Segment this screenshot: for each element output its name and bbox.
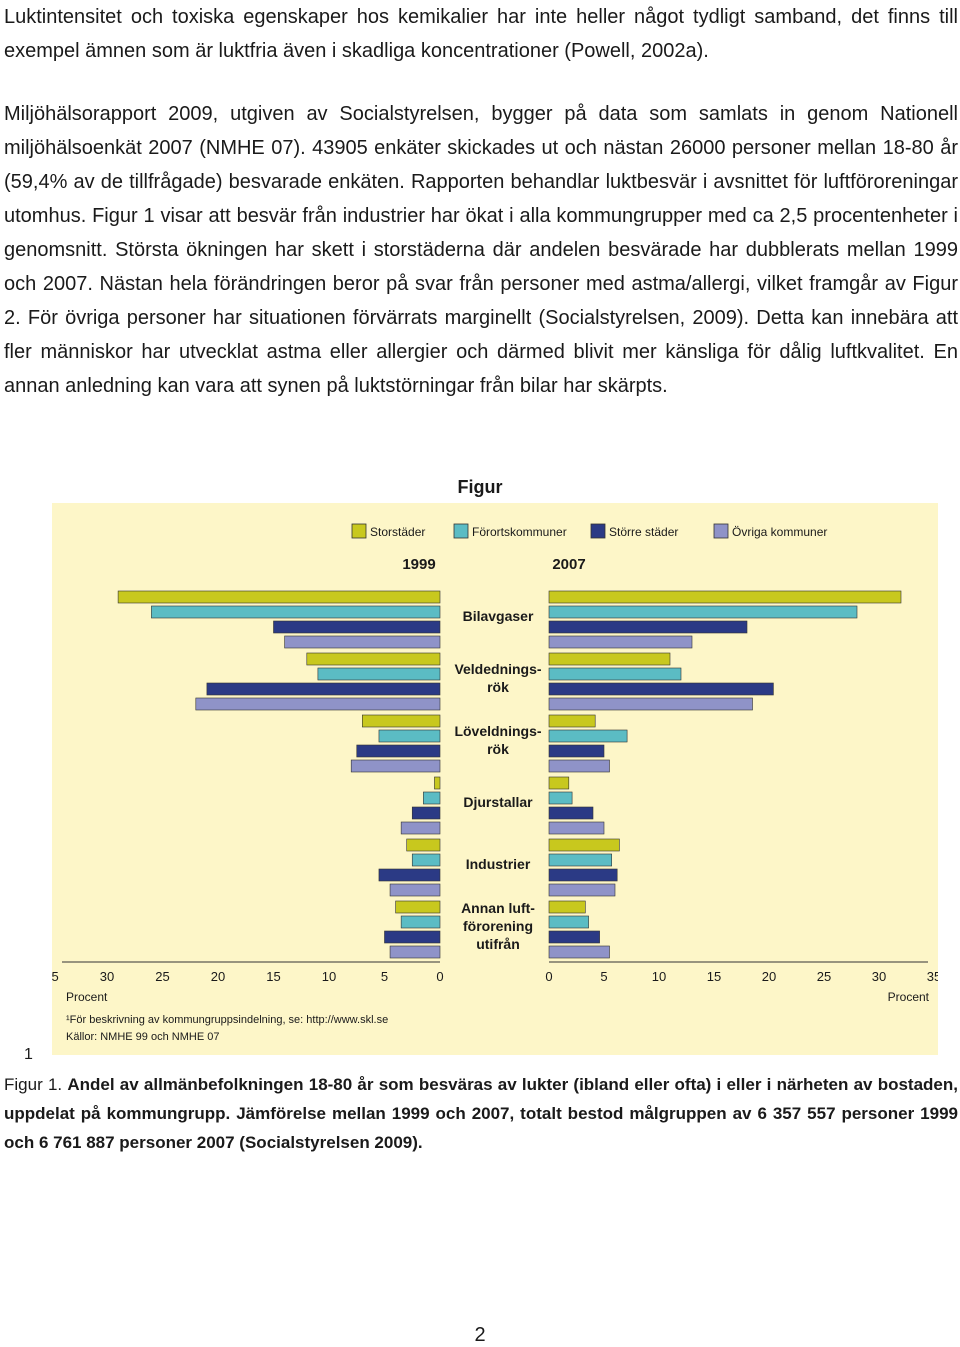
- footnote-marker: 1: [24, 1046, 33, 1063]
- caption-label: Figur 1.: [4, 1075, 63, 1094]
- bar-2007-4-3: [548, 883, 616, 897]
- bar-1999-3-1: [423, 791, 441, 805]
- bar-1999-4-1: [411, 853, 441, 867]
- bar-1999-5-1: [400, 915, 441, 929]
- category-label-3-0: Djurstallar: [463, 794, 533, 810]
- left-tick-2: 25: [155, 969, 169, 984]
- right-tick-3: 15: [707, 969, 721, 984]
- left-tick-7: 0: [436, 969, 443, 984]
- category-label-5-0: Annan luft-: [461, 900, 535, 916]
- bar-2007-0-1: [548, 605, 858, 619]
- legend-label-2: Större städer: [609, 525, 678, 539]
- figure-title: Figur: [457, 477, 503, 497]
- panel-label-2007: 2007: [552, 556, 585, 573]
- figure-chart: Storstäder Förortskommuner Större städer Öv…: [52, 503, 938, 1055]
- bar-1999-1-2: [206, 682, 441, 696]
- bar-1999-0-1: [151, 605, 441, 619]
- category-label-1-0: Veldednings-: [454, 661, 541, 677]
- bar-2007-0-0: [548, 590, 902, 604]
- bar-1999-4-2: [378, 868, 441, 882]
- left-tick-1: 30: [100, 969, 114, 984]
- panel-label-1999: 1999: [402, 556, 435, 573]
- category-label-0-0: Bilavgaser: [463, 608, 534, 624]
- right-tick-7: 35: [927, 969, 938, 984]
- left-tick-5: 10: [322, 969, 336, 984]
- bar-2007-1-3: [548, 697, 753, 711]
- bar-2007-5-0: [548, 900, 586, 914]
- bar-1999-0-0: [117, 590, 441, 604]
- bar-1999-5-2: [384, 930, 441, 944]
- legend-label-1: Förortskommuner: [472, 525, 567, 539]
- chart-note-0: ¹För beskrivning av kommungruppsindelnin…: [66, 1014, 388, 1026]
- bar-2007-0-3: [548, 635, 693, 649]
- bar-1999-4-3: [389, 883, 441, 897]
- bar-2007-0-2: [548, 620, 748, 634]
- left-tick-0: 35: [52, 969, 59, 984]
- bar-2007-5-2: [548, 930, 600, 944]
- right-tick-5: 25: [817, 969, 831, 984]
- left-tick-6: 5: [381, 969, 388, 984]
- legend-swatch-1: [453, 523, 469, 539]
- bar-2007-3-2: [548, 806, 594, 820]
- bar-2007-1-2: [548, 682, 774, 696]
- bar-1999-0-2: [273, 620, 441, 634]
- bar-1999-2-2: [356, 744, 441, 758]
- bar-2007-3-1: [548, 791, 573, 805]
- bar-2007-4-1: [548, 853, 613, 867]
- legend-swatch-3: [713, 523, 729, 539]
- bar-1999-1-0: [306, 652, 441, 666]
- legend-label-3: Övriga kommuner: [732, 525, 827, 539]
- left-tick-4: 15: [266, 969, 280, 984]
- bar-2007-4-0: [548, 838, 620, 852]
- bar-2007-1-0: [548, 652, 671, 666]
- bar-1999-1-3: [195, 697, 441, 711]
- category-label-5-2: utifrån: [476, 936, 520, 952]
- bar-2007-3-0: [548, 776, 570, 790]
- right-tick-1: 5: [600, 969, 607, 984]
- bar-1999-2-1: [378, 729, 441, 743]
- paragraph-2: Miljöhälsorapport 2009, utgiven av Socia…: [4, 103, 958, 397]
- bar-2007-2-2: [548, 744, 605, 758]
- bar-2007-1-1: [548, 667, 682, 681]
- bar-1999-3-2: [411, 806, 441, 820]
- right-axis-unit: Procent: [888, 990, 930, 1004]
- right-tick-2: 10: [652, 969, 666, 984]
- butterfly-bar-chart: Storstäder Förortskommuner Större städer Öv…: [52, 523, 938, 1043]
- bar-1999-5-3: [389, 945, 441, 959]
- right-tick-4: 20: [762, 969, 776, 984]
- legend-swatch-2: [590, 523, 606, 539]
- bar-2007-3-3: [548, 821, 605, 835]
- chart-note-1: Källor: NMHE 99 och NMHE 07: [66, 1031, 219, 1043]
- paragraph-1: Luktintensitet och toxiska egenskaper ho…: [4, 6, 958, 62]
- bar-2007-2-1: [548, 729, 628, 743]
- bar-2007-4-2: [548, 868, 618, 882]
- category-label-2-1: rök: [487, 741, 509, 757]
- bar-1999-2-0: [361, 714, 441, 728]
- caption-text: Andel av allmänbefolkningen 18-80 år som…: [4, 1075, 958, 1152]
- figure-caption: Figur 1. Andel av allmänbefolkningen 18-…: [4, 1070, 958, 1157]
- left-tick-3: 20: [211, 969, 225, 984]
- legend-swatch-0: [351, 523, 367, 539]
- left-axis-unit: Procent: [66, 990, 108, 1004]
- bar-1999-1-1: [317, 667, 441, 681]
- category-label-4-0: Industrier: [466, 856, 531, 872]
- bar-2007-5-3: [548, 945, 610, 959]
- bar-2007-5-1: [548, 915, 589, 929]
- bar-1999-5-0: [395, 900, 441, 914]
- page-number: 2: [474, 1324, 486, 1346]
- bar-1999-3-3: [400, 821, 441, 835]
- bar-1999-4-0: [406, 838, 441, 852]
- category-label-1-1: rök: [487, 679, 509, 695]
- category-label-2-0: Löveldnings-: [454, 723, 541, 739]
- bar-1999-3-0: [434, 776, 441, 790]
- bar-1999-2-3: [350, 759, 441, 773]
- bar-2007-2-3: [548, 759, 610, 773]
- right-tick-6: 30: [872, 969, 886, 984]
- right-tick-0: 0: [545, 969, 552, 984]
- bar-1999-0-3: [284, 635, 441, 649]
- bar-2007-2-0: [548, 714, 596, 728]
- legend-label-0: Storstäder: [370, 525, 425, 539]
- category-label-5-1: förorening: [463, 918, 533, 934]
